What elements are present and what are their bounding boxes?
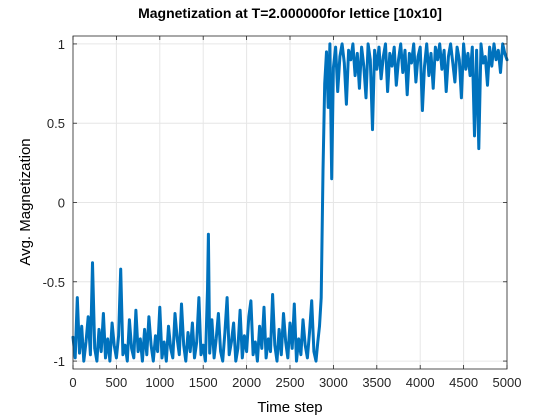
chart-title: Magnetization at T=2.000000for lettice [… [138,5,442,21]
x-tick-label: 1500 [189,375,218,390]
x-tick-label: 500 [106,375,128,390]
x-tick-label: 2500 [276,375,305,390]
y-tick-label: -0.5 [43,275,65,290]
series-line [71,42,509,363]
tick-marks [72,36,508,369]
y-tick-label: 0 [58,196,65,211]
x-axis-label: Time step [257,399,322,416]
x-tick-label: 3500 [362,375,391,390]
x-tick-label: 2000 [232,375,261,390]
y-tick-label: 1 [58,37,65,52]
x-tick-labels: 0 500 1000 1500 2000 2500 3000 3500 4000 4500 5000 [69,375,521,390]
x-tick-label: 1000 [145,375,174,390]
y-axis-label: Avg. Magnetization [17,138,34,265]
y-tick-labels: -1 -0.5 0 0.5 1 [43,37,65,369]
y-tick-label: 0.5 [47,116,65,131]
x-tick-label: 4500 [449,375,478,390]
series-layer [71,42,509,363]
x-tick-label: 3000 [319,375,348,390]
x-tick-label: 5000 [493,375,522,390]
x-tick-label: 4000 [406,375,435,390]
y-tick-label: -1 [53,354,65,369]
x-tick-label: 0 [69,375,76,390]
